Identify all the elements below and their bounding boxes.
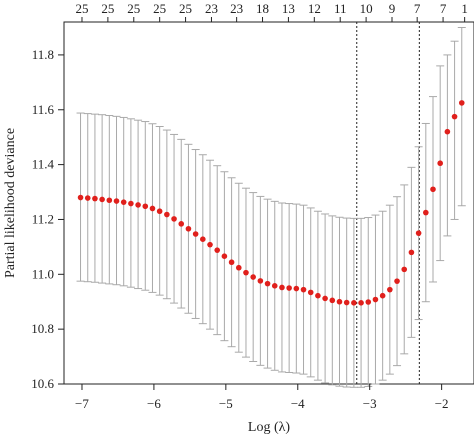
top-tick-label: 12 <box>308 1 321 16</box>
data-point <box>178 221 185 227</box>
data-point <box>171 216 177 222</box>
data-point <box>372 296 379 303</box>
x-tick-label: −6 <box>147 396 161 411</box>
top-tick-label: 25 <box>127 1 140 16</box>
data-point <box>84 195 91 201</box>
top-tick-label: 25 <box>75 1 88 16</box>
error-bars <box>76 26 466 388</box>
data-point <box>264 280 271 287</box>
top-tick-label: 1 <box>461 1 468 16</box>
data-point <box>451 113 458 120</box>
top-tick-label: 10 <box>360 1 373 16</box>
data-point <box>192 231 199 237</box>
error-bar <box>443 54 452 237</box>
data-point <box>394 278 400 284</box>
data-point <box>185 225 192 232</box>
x-tick-label: −3 <box>363 396 377 411</box>
data-point <box>315 292 321 299</box>
y-tick-label: 10.6 <box>31 376 54 391</box>
data-point <box>200 236 206 242</box>
data-point <box>286 285 292 291</box>
top-tick-label: 18 <box>256 1 269 16</box>
top-tick-label: 9 <box>389 1 396 16</box>
data-point <box>164 211 170 218</box>
data-point <box>257 278 264 284</box>
data-point <box>343 299 350 306</box>
y-tick-label: 11.6 <box>32 102 55 117</box>
data-point <box>379 292 386 299</box>
top-tick-label: 7 <box>440 1 447 16</box>
y-tick-label: 11.8 <box>32 47 54 62</box>
data-point <box>120 199 127 205</box>
top-tick-label: 23 <box>205 1 218 16</box>
top-tick-label: 25 <box>101 1 114 16</box>
data-points <box>77 100 465 306</box>
x-tick-label: −2 <box>435 396 449 411</box>
data-point <box>437 160 443 167</box>
data-point <box>458 100 465 106</box>
top-tick-label: 13 <box>282 1 295 16</box>
data-point <box>329 297 336 304</box>
data-point <box>415 230 422 236</box>
data-point <box>77 194 84 201</box>
data-point <box>235 264 242 271</box>
x-axis-title: Log (λ) <box>248 420 291 435</box>
data-point <box>444 128 451 135</box>
data-point <box>271 283 278 289</box>
x-axis: −7 −6 −5 −4 −3 −2 <box>75 384 449 411</box>
data-point <box>106 197 113 204</box>
y-tick-label: 11.4 <box>32 157 55 172</box>
error-bar <box>457 26 466 207</box>
y-axis: 10.6 10.8 11.0 11.2 11.4 11.6 11.8 <box>31 47 64 391</box>
data-point <box>243 269 249 276</box>
data-point <box>92 195 98 202</box>
y-tick-label: 11.2 <box>32 211 54 226</box>
data-point <box>99 196 105 203</box>
data-point <box>358 300 364 306</box>
data-point <box>135 202 141 208</box>
data-point <box>207 241 213 248</box>
data-point <box>336 298 343 305</box>
data-point <box>113 198 120 204</box>
x-tick-label: −5 <box>219 396 233 411</box>
data-point <box>221 253 228 260</box>
reference-lines <box>356 22 420 384</box>
data-point <box>300 286 307 293</box>
data-point <box>293 285 300 292</box>
top-axis: 25 25 25 25 25 23 23 18 13 12 11 10 9 7 7 1 <box>75 1 468 22</box>
data-point <box>149 205 156 212</box>
plot-frame <box>63 21 474 385</box>
data-point <box>214 247 221 253</box>
data-point <box>430 186 436 193</box>
data-point <box>387 286 393 293</box>
top-tick-label: 25 <box>153 1 166 16</box>
error-bar <box>450 40 459 220</box>
data-point <box>351 300 357 306</box>
data-point <box>365 299 372 305</box>
data-point <box>279 284 285 291</box>
data-point <box>128 200 134 207</box>
y-tick-label: 10.8 <box>31 321 54 336</box>
data-point <box>322 295 328 302</box>
data-point <box>307 289 314 296</box>
x-tick-label: −4 <box>291 396 305 411</box>
top-tick-label: 11 <box>334 1 347 16</box>
x-tick-label: −7 <box>75 396 89 411</box>
y-tick-label: 11.0 <box>32 266 54 281</box>
top-tick-label: 25 <box>179 1 192 16</box>
top-tick-label: 23 <box>230 1 243 16</box>
data-point <box>423 209 429 216</box>
data-point <box>250 274 256 280</box>
y-axis-title: Partial likelihood deviance <box>3 128 18 278</box>
data-point <box>408 249 415 256</box>
top-tick-label: 7 <box>414 1 421 16</box>
data-point <box>401 266 408 273</box>
data-point <box>228 259 235 266</box>
data-point <box>156 208 163 215</box>
data-point <box>142 203 149 210</box>
